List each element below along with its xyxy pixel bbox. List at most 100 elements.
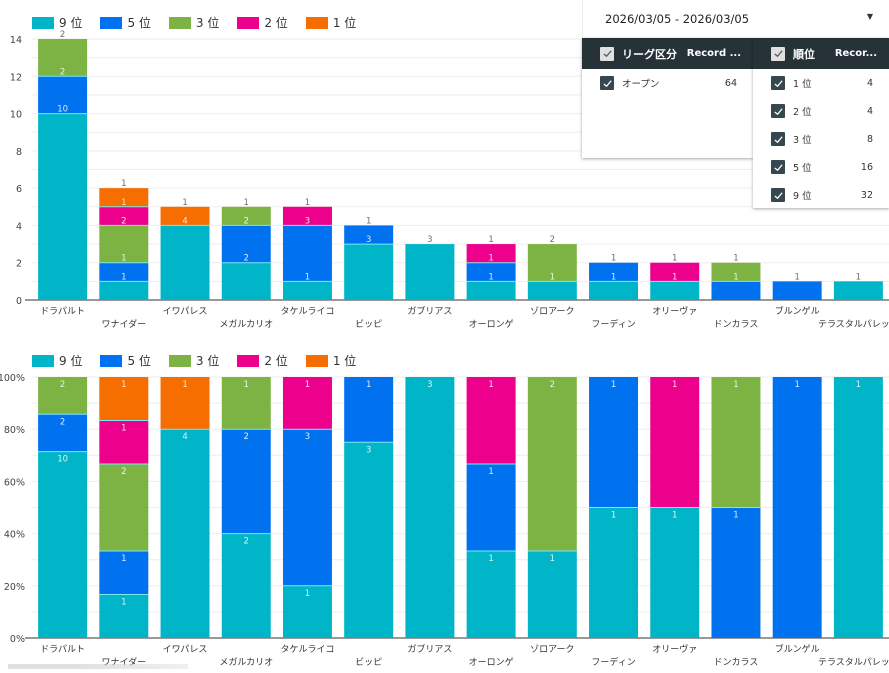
checkbox[interactable] xyxy=(600,76,614,90)
bar-segment xyxy=(466,464,516,551)
data-label: 1 xyxy=(121,198,126,208)
data-label: 1 xyxy=(672,272,677,282)
bar-segment xyxy=(282,206,332,226)
data-label: 2 xyxy=(121,216,126,226)
data-label: 1 xyxy=(182,198,187,208)
data-label: 1 xyxy=(244,380,249,390)
data-label: 1 xyxy=(366,216,371,226)
y-tick-label: 0 xyxy=(16,296,22,307)
bar-segment xyxy=(282,585,332,638)
y-tick-label: 4 xyxy=(16,221,22,232)
legend-item[interactable]: 1 位 xyxy=(305,352,356,369)
record-count-column-header[interactable]: Recor... xyxy=(834,48,877,59)
data-label: 1 xyxy=(672,254,677,264)
data-label: 1 xyxy=(305,589,310,599)
data-label: 1 xyxy=(121,254,126,264)
data-label: 1 xyxy=(550,272,555,282)
data-label: 2 xyxy=(60,417,65,427)
checkbox[interactable] xyxy=(771,76,785,90)
filter-row-label: オープン xyxy=(622,79,660,90)
bar-segment xyxy=(650,377,700,508)
legend-item[interactable]: 2 位 xyxy=(237,352,288,369)
caret-down-icon[interactable]: ▼ xyxy=(866,12,873,21)
data-label: 1 xyxy=(244,198,249,208)
legend-item[interactable]: 1 位 xyxy=(305,14,356,31)
record-count-column-header[interactable]: Record ... xyxy=(686,48,741,59)
y-tick-label: 14 xyxy=(10,35,22,46)
rank-filter-row[interactable]: 9 位 32 xyxy=(753,181,889,209)
data-label: 1 xyxy=(488,380,493,390)
y-tick-label: 40% xyxy=(4,530,25,541)
filter-row-label: 1 位 xyxy=(793,79,812,90)
legend-label: 2 位 xyxy=(264,354,288,368)
rank-column-header[interactable]: 順位 xyxy=(793,47,815,61)
bar-segment xyxy=(38,113,88,300)
bar-segment xyxy=(589,262,639,282)
x-tick-label: ブルンゲル xyxy=(775,305,820,317)
data-label: 2 xyxy=(550,380,555,390)
chart1-legend: 9 位 5 位 3 位 2 位 1 位 xyxy=(32,14,356,31)
data-label: 3 xyxy=(305,432,310,442)
x-tick-label: ドラパルト xyxy=(40,644,85,655)
x-tick-label: オーロンゲ xyxy=(469,656,514,668)
bar-segment xyxy=(527,244,577,282)
legend-item[interactable]: 2 位 xyxy=(237,14,288,31)
checkbox[interactable] xyxy=(771,160,785,174)
select-all-checkbox[interactable] xyxy=(600,46,614,61)
legend-item[interactable]: 3 位 xyxy=(168,352,220,369)
bar-segment xyxy=(711,262,761,282)
rank-filter-row[interactable]: 2 位 4 xyxy=(753,97,889,125)
legend-item[interactable]: 3 位 xyxy=(168,14,220,31)
checkbox[interactable] xyxy=(771,132,785,146)
legend-swatch xyxy=(305,354,328,367)
bar-segment xyxy=(160,225,210,300)
bar-segment xyxy=(221,429,271,534)
legend-label: 3 位 xyxy=(195,354,220,368)
x-tick-label: ビッピ xyxy=(355,657,382,668)
x-tick-label: フーディン xyxy=(591,656,635,668)
league-filter-row[interactable]: オープン 64 xyxy=(582,69,753,97)
bar-segment xyxy=(527,377,577,551)
legend-label: 3 位 xyxy=(195,16,220,30)
x-tick-label: ブルンゲル xyxy=(775,643,820,655)
filter-row-label: 3 位 xyxy=(793,135,812,146)
data-label: 1 xyxy=(366,380,371,390)
x-tick-label: テラスタルパレット xyxy=(818,657,889,668)
x-tick-label: テラスタルパレット xyxy=(818,319,889,330)
select-all-checkbox[interactable] xyxy=(771,46,785,61)
league-column-header[interactable]: リーグ区分 xyxy=(622,47,677,61)
data-label: 4 xyxy=(182,216,187,226)
bar-segment xyxy=(99,206,149,226)
data-label: 1 xyxy=(305,198,310,208)
legend-item[interactable]: 9 位 xyxy=(32,352,82,369)
data-label: 1 xyxy=(611,511,616,521)
legend-swatch xyxy=(100,16,123,29)
legend-swatch xyxy=(305,16,328,29)
bar-segment xyxy=(99,464,149,551)
rank-filter-panel: 順位 Recor... 1 位 4 2 位 4 3 位 8 5 位 16 9 位 32 xyxy=(753,38,889,208)
x-tick-label: タケルライコ xyxy=(280,644,334,655)
filter-row-count: 4 xyxy=(866,77,873,89)
rank-filter-row[interactable]: 1 位 4 xyxy=(753,69,889,97)
date-range-text[interactable]: 2026/03/05 - 2026/03/05 xyxy=(605,12,750,26)
data-label: 2 xyxy=(121,467,126,477)
bar-segment xyxy=(282,225,332,282)
legend-swatch xyxy=(237,16,260,29)
rank-filter-row[interactable]: 5 位 16 xyxy=(753,153,889,181)
checkbox[interactable] xyxy=(771,188,785,202)
legend-swatch xyxy=(100,354,123,367)
legend-item[interactable]: 9 位 xyxy=(32,14,82,31)
legend-label: 9 位 xyxy=(59,354,83,368)
data-label: 1 xyxy=(121,554,126,564)
legend-swatch xyxy=(32,354,54,367)
rank-filter-row[interactable]: 3 位 8 xyxy=(753,125,889,153)
checkbox[interactable] xyxy=(771,104,785,118)
legend-label: 9 位 xyxy=(59,16,83,30)
date-range-control[interactable]: 2026/03/05 - 2026/03/05 ▼ xyxy=(582,0,889,38)
bar-segment xyxy=(38,76,88,114)
x-tick-label: ガブリアス xyxy=(407,643,452,655)
legend-item[interactable]: 5 位 xyxy=(100,14,151,31)
legend-item[interactable]: 5 位 xyxy=(100,352,151,369)
data-label: 1 xyxy=(733,272,738,282)
data-label: 1 xyxy=(672,380,677,390)
